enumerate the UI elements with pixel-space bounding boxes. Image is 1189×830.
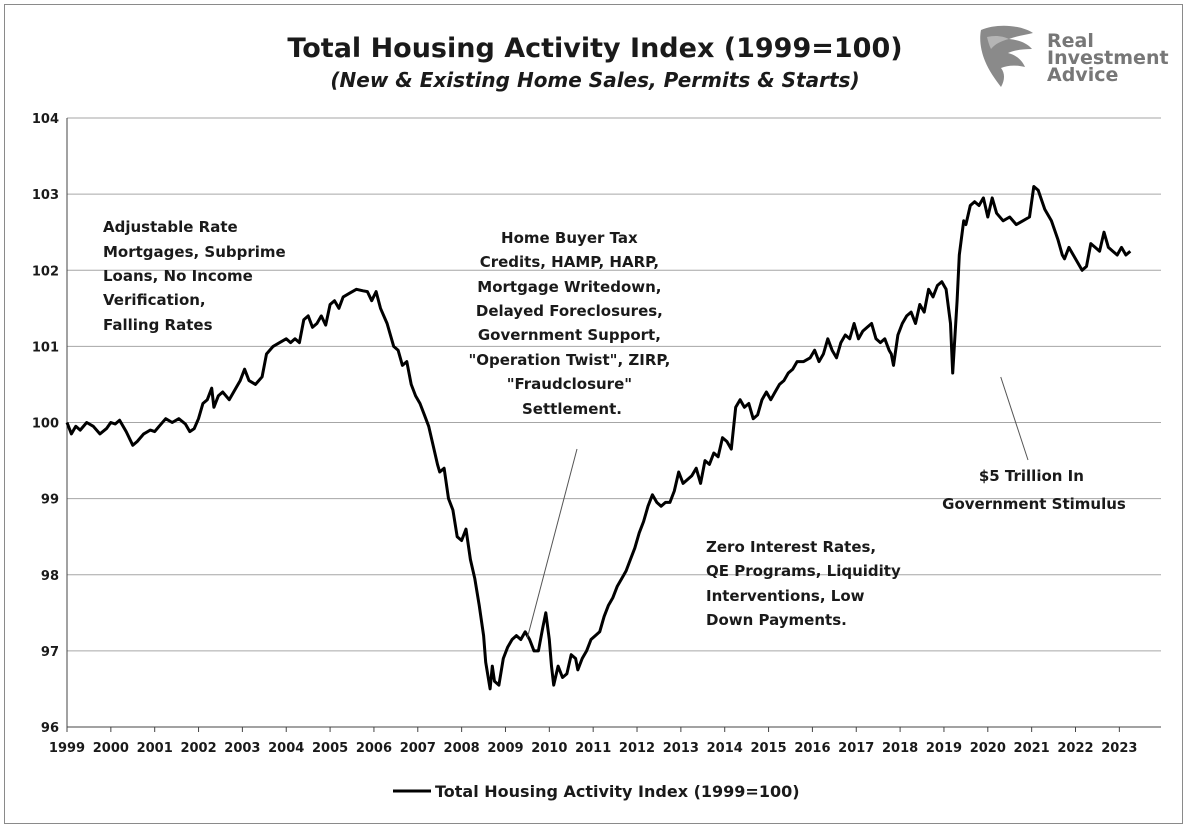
chart-frame: Total Housing Activity Index (1999=100) … [4, 4, 1183, 824]
y-tick-label: 102 [32, 264, 59, 279]
x-tick-label: 1999 [49, 741, 85, 756]
x-tick-label: 2002 [180, 741, 216, 756]
x-tick-label: 2004 [268, 741, 304, 756]
chart: Total Housing Activity Index (1999=100) … [32, 25, 1169, 801]
x-tick-label: 2013 [663, 741, 699, 756]
eagle-icon [980, 25, 1033, 87]
y-axis-ticks: 96 97 98 99 100 101 102 103 104 [32, 112, 59, 736]
y-tick-label: 96 [41, 721, 59, 736]
x-tick-label: 2008 [444, 741, 480, 756]
annotation-crisis-policy: Home Buyer Tax Credits, HAMP, HARP, Mort… [468, 229, 675, 418]
y-tick-label: 101 [32, 340, 59, 355]
x-tick-label: 2006 [356, 741, 392, 756]
y-tick-label: 99 [41, 493, 59, 508]
x-tick-label: 2018 [882, 741, 918, 756]
annotation-recovery: Zero Interest Rates, QE Programs, Liquid… [706, 538, 906, 629]
x-tick-label: 2011 [575, 741, 611, 756]
logo-line-3: Advice [1047, 64, 1118, 86]
x-tick-label: 2014 [707, 741, 743, 756]
annotation-pre-crisis: Adjustable Rate Mortgages, Subprime Loan… [103, 218, 291, 334]
x-tick-label: 2012 [619, 741, 655, 756]
x-tick-label: 2001 [137, 741, 173, 756]
annotation-pointer-crisis [526, 448, 578, 638]
x-tick-label: 2022 [1057, 741, 1093, 756]
y-tick-label: 103 [32, 188, 59, 203]
x-tick-label: 2010 [531, 741, 567, 756]
x-tick-label: 2003 [224, 741, 260, 756]
y-tick-label: 100 [32, 417, 59, 432]
y-tick-label: 98 [41, 569, 59, 584]
x-tick-label: 2015 [750, 741, 786, 756]
x-tick-label: 2009 [487, 741, 523, 756]
logo-line-2: Investment [1047, 47, 1169, 69]
legend-label: Total Housing Activity Index (1999=100) [435, 782, 800, 801]
x-tick-label: 2019 [926, 741, 962, 756]
x-tick-label: 2000 [93, 741, 129, 756]
x-tick-label: 2007 [400, 741, 436, 756]
series-line [65, 185, 1132, 691]
annotation-pointer-stimulus [1000, 376, 1029, 461]
x-tick-label: 2017 [838, 741, 874, 756]
y-tick-label: 104 [32, 112, 59, 127]
x-tick-label: 2005 [312, 741, 348, 756]
y-tick-label: 97 [41, 645, 59, 660]
x-tick-label: 2021 [1014, 741, 1050, 756]
annotation-stimulus: $5 Trillion In Government Stimulus [942, 467, 1126, 513]
x-tick-label: 2020 [970, 741, 1006, 756]
x-tick-label: 2016 [794, 741, 830, 756]
x-tick-label: 2023 [1101, 741, 1137, 756]
legend: Total Housing Activity Index (1999=100) [393, 782, 800, 801]
logo: Real Investment Advice [980, 25, 1169, 87]
chart-subtitle: (New & Existing Home Sales, Permits & St… [330, 68, 859, 92]
x-axis-ticks: 1999 2000 2001 2002 2003 2004 2005 2006 2007 2008… [49, 727, 1137, 756]
chart-title: Total Housing Activity Index (1999=100) [287, 33, 902, 64]
logo-line-1: Real [1047, 30, 1094, 52]
